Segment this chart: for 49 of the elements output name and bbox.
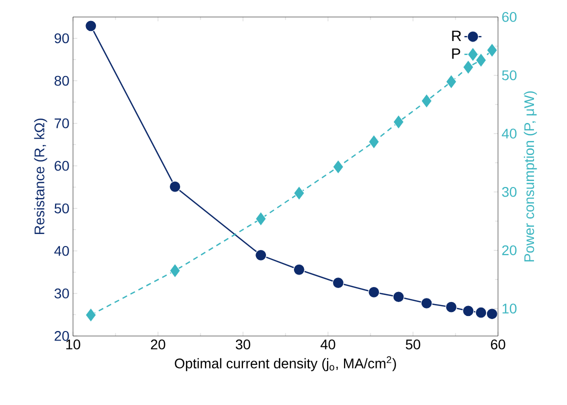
point [255, 249, 267, 261]
point [462, 305, 474, 317]
point [169, 180, 181, 192]
y2-axis-title: Power consumption (P, μW) [524, 91, 537, 262]
x-tick-label: 40 [320, 340, 336, 350]
y2-tick-label: 10 [502, 304, 516, 314]
legend-label: P [452, 48, 460, 59]
x-tick-label: 30 [236, 340, 250, 350]
x-axis-title: Optimal current density (j$_{o}$, MA/cm$^{2}$) [174, 356, 396, 372]
y2-tick-label: 30 [502, 187, 516, 197]
y-tick-label: 90 [54, 33, 69, 44]
point [486, 42, 498, 58]
x-tick-label: 60 [490, 340, 506, 350]
point [475, 306, 487, 318]
point [85, 308, 96, 322]
point [169, 263, 181, 278]
y2-tick-label: 40 [502, 128, 516, 139]
legend-label: R [452, 30, 462, 42]
y-axis-title: Resistance (R, kΩ) [34, 118, 48, 234]
y-tick-label: 20 [54, 331, 69, 341]
point [293, 264, 305, 276]
point [445, 301, 458, 313]
point [332, 277, 344, 289]
point [475, 52, 487, 68]
y-tick-label: 60 [54, 160, 69, 171]
point [420, 297, 432, 310]
point [486, 308, 498, 320]
x-tick-label: 10 [66, 340, 80, 350]
y-tick-label: 50 [54, 203, 69, 214]
point [421, 94, 432, 108]
y-tick-label: 80 [54, 76, 69, 86]
point [393, 114, 404, 130]
point [462, 60, 474, 74]
y-tick-label: 30 [54, 288, 69, 298]
y2-tick-label: 20 [502, 245, 516, 256]
point [368, 134, 380, 150]
x-tick-label: 20 [150, 340, 166, 350]
point [446, 74, 457, 89]
point [85, 20, 97, 32]
point [368, 286, 380, 298]
y-tick-label: 70 [54, 118, 69, 128]
y2-tick-label: 60 [502, 12, 516, 22]
y2-tick-label: 50 [502, 70, 516, 80]
point [255, 212, 266, 226]
point [392, 291, 404, 303]
point [294, 186, 305, 200]
y-tick-label: 40 [54, 246, 69, 256]
x-tick-label: 50 [406, 340, 420, 350]
point [332, 160, 344, 174]
